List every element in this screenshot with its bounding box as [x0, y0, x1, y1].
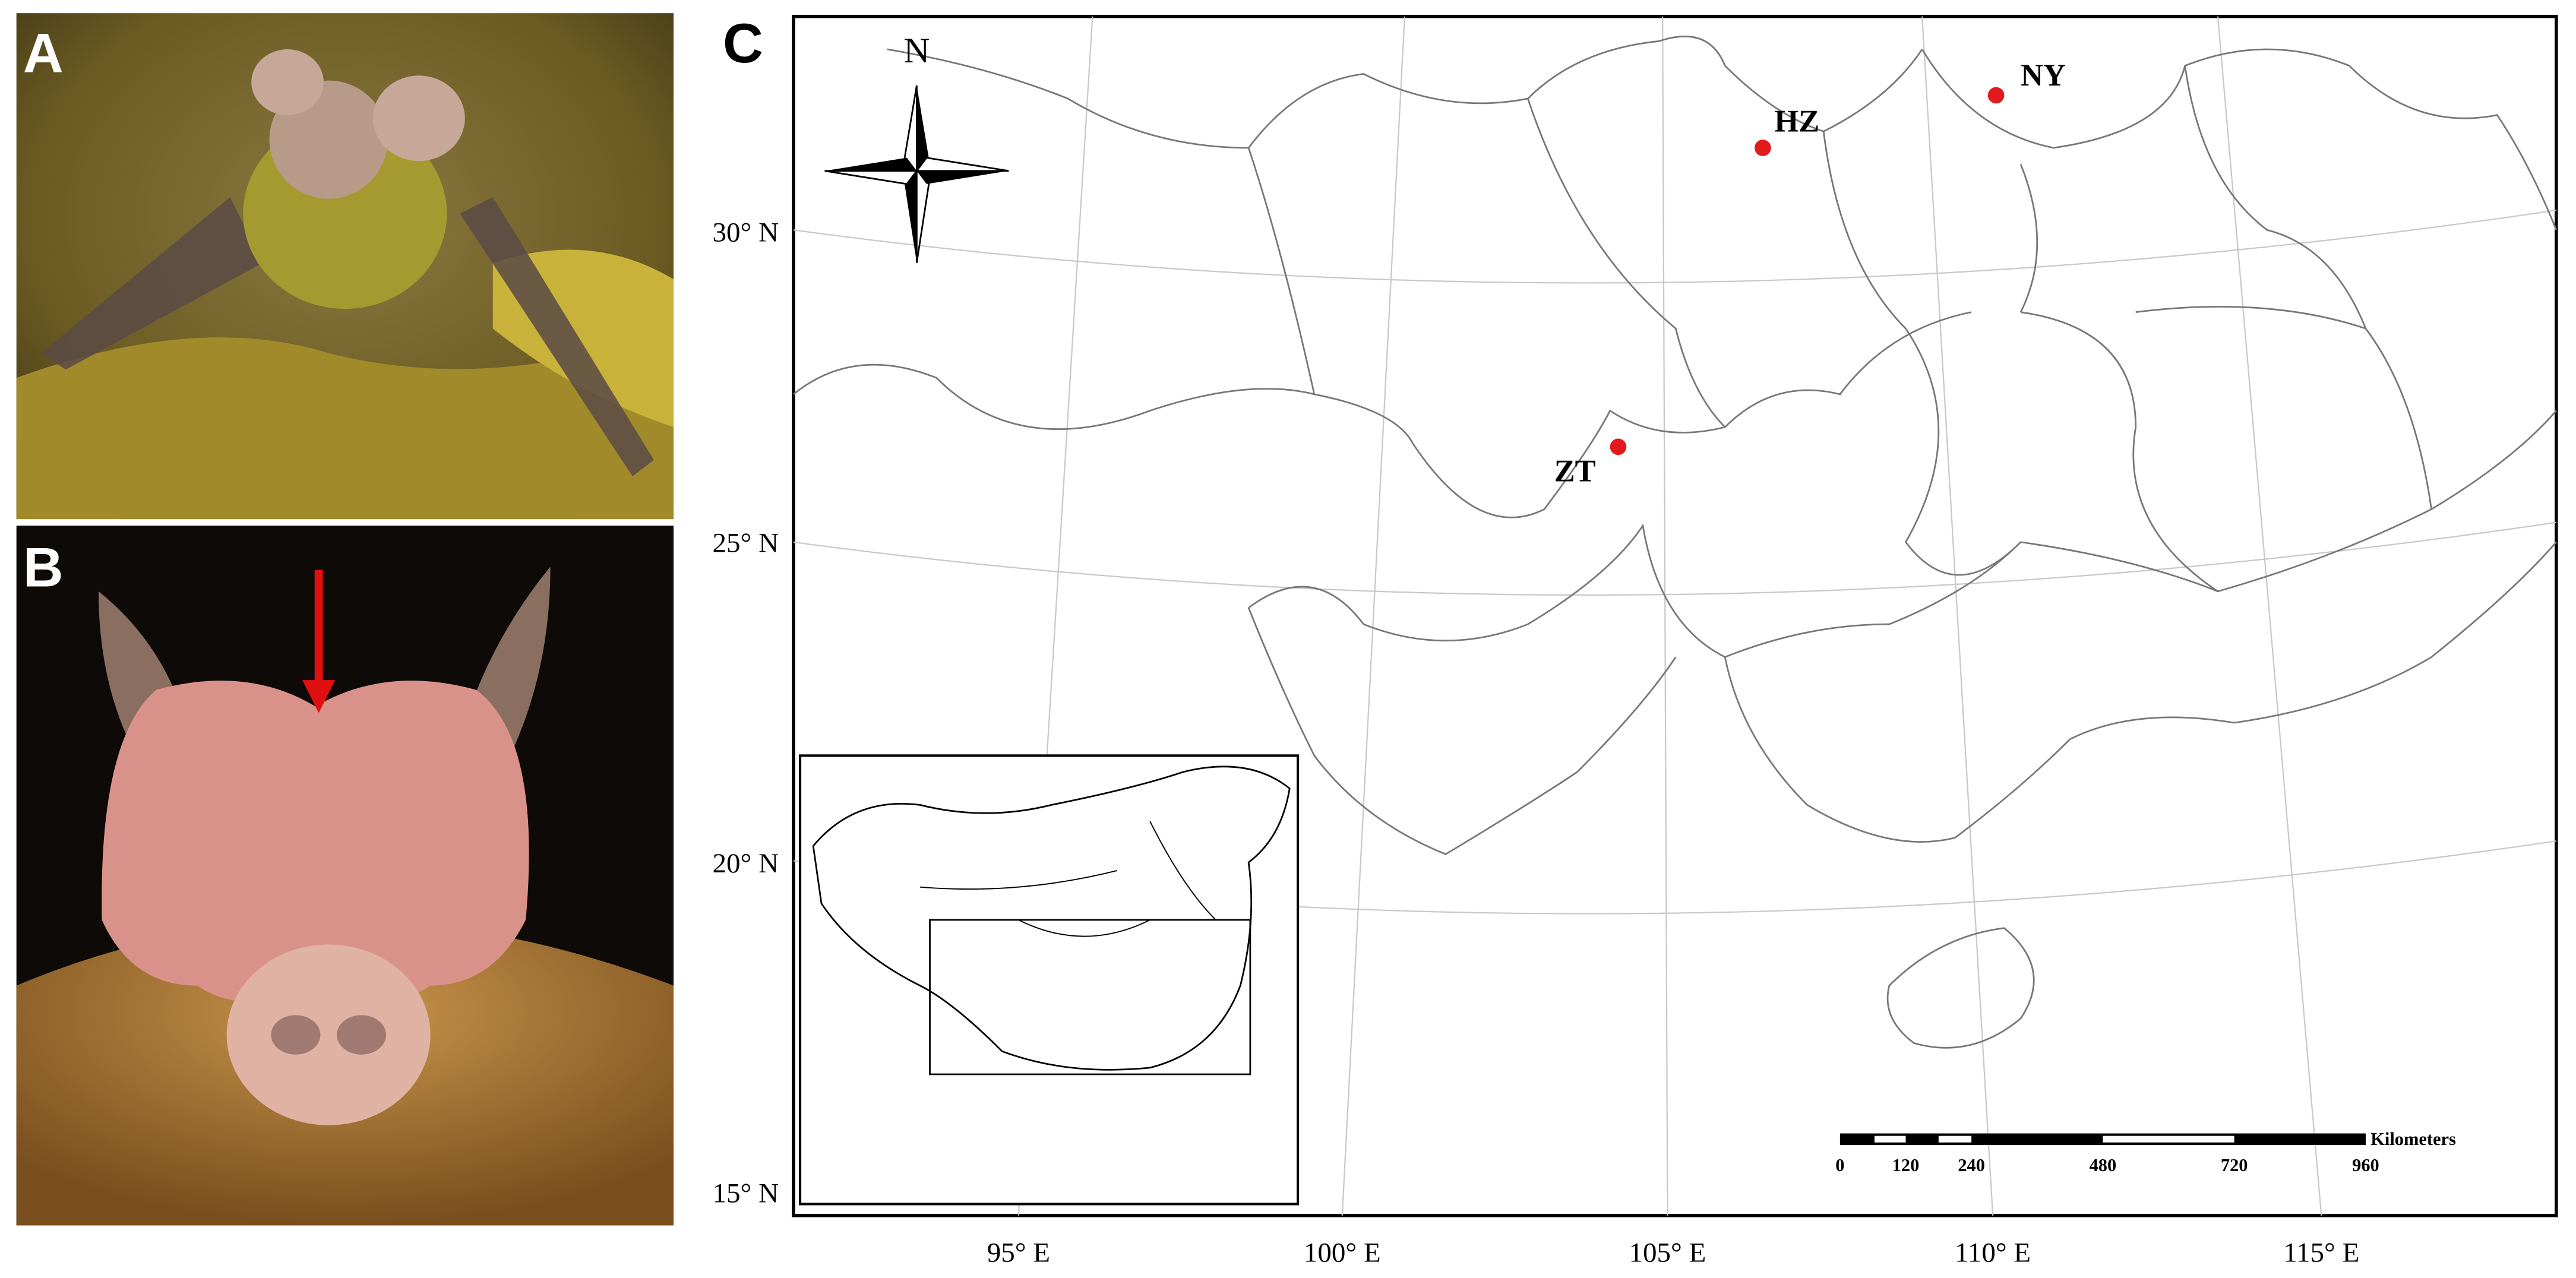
site-marker: [1610, 438, 1627, 455]
longitude-label: 100° E: [1304, 1237, 1381, 1268]
latitude-label: 25° N: [713, 527, 779, 558]
scale-bar: [1839, 1133, 2366, 1145]
scale-tick-label: 120: [1892, 1155, 1920, 1175]
scale-tick-label: 480: [2090, 1155, 2117, 1175]
panel-label: C: [723, 12, 763, 74]
longitude-label: 95° E: [987, 1237, 1050, 1268]
photo-b: [16, 526, 674, 1226]
map: N: [792, 14, 2558, 1217]
panel-label: A: [23, 22, 64, 84]
longitude-label: 110° E: [1955, 1237, 2031, 1268]
north-label: N: [903, 31, 930, 71]
latitude-label: 20° N: [713, 848, 779, 879]
latitude-label: 15° N: [713, 1178, 779, 1209]
longitude-label: 105° E: [1629, 1237, 1706, 1268]
site-label: ZT: [1554, 454, 1596, 488]
inset: [798, 754, 1300, 1206]
photo-a: [16, 13, 674, 520]
site-marker: [1987, 87, 2005, 104]
panel-label: B: [23, 536, 64, 598]
graticule: [793, 16, 2556, 1216]
scale-tick-label: 0: [1835, 1155, 1844, 1175]
scale-tick-label: 240: [1958, 1155, 1985, 1175]
latitude-label: 30° N: [713, 217, 779, 248]
longitude-label: 115° E: [2283, 1237, 2359, 1268]
scale-tick-label: 720: [2221, 1155, 2248, 1175]
north-arrow: [824, 85, 1009, 263]
site-label: HZ: [1774, 104, 1819, 138]
province-borders: [793, 35, 2558, 1049]
site-label: NY: [2021, 58, 2066, 93]
scale-tick-label: 960: [2352, 1155, 2379, 1175]
map-labels: HZ NY ZT 30° N 25° N 20° N 15° N 95° E 100° E 105…: [713, 58, 2456, 1268]
site-marker: [1755, 140, 1771, 156]
scale-unit: Kilometers: [2370, 1129, 2456, 1149]
